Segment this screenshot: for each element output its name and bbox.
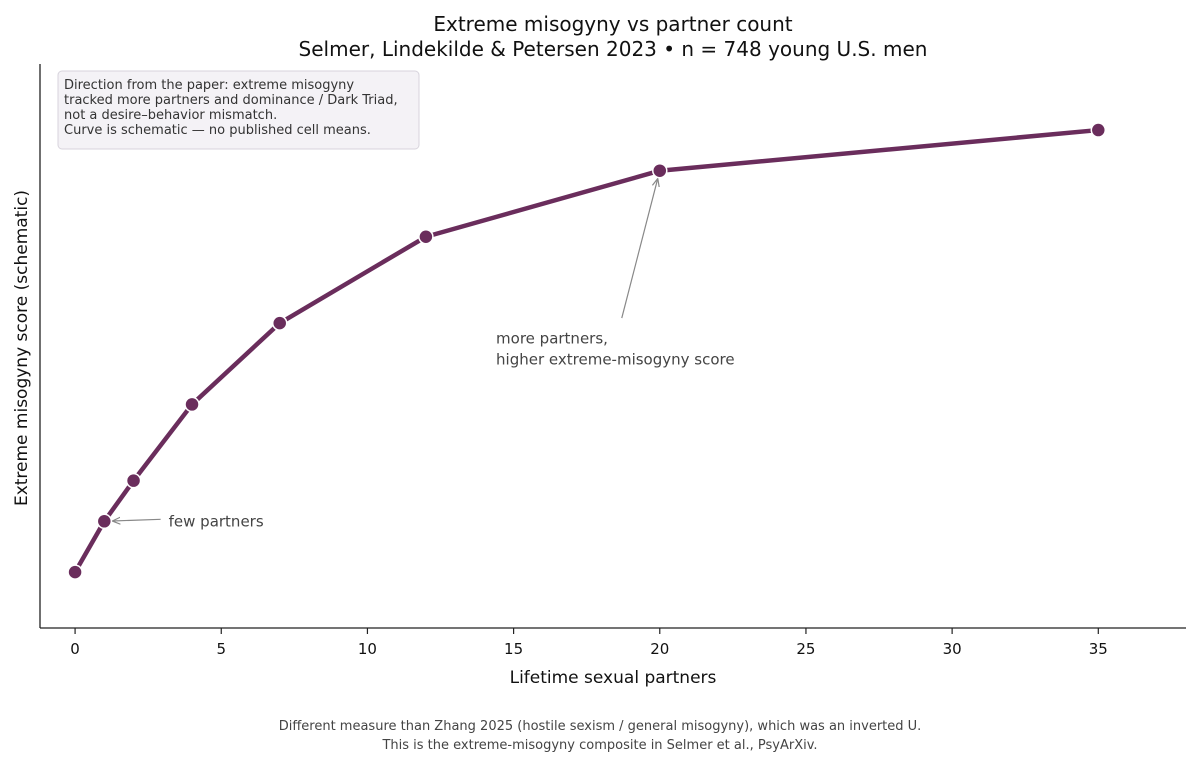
annotation-arrow — [112, 519, 161, 521]
x-tick-label: 15 — [504, 640, 523, 658]
footer-line-1: Different measure than Zhang 2025 (hosti… — [279, 719, 922, 734]
data-point — [67, 564, 83, 580]
y-axis-label: Extreme misogyny score (schematic) — [12, 190, 32, 506]
data-point — [418, 229, 434, 245]
chart-title: Extreme misogyny vs partner count — [433, 12, 792, 36]
x-tick-label: 0 — [70, 640, 80, 658]
footer-line-2: This is the extreme-misogyny composite i… — [381, 738, 817, 753]
annotation-text: higher extreme-misogyny score — [496, 350, 735, 368]
data-point — [1090, 122, 1107, 138]
note-line: Curve is schematic — no published cell m… — [64, 123, 371, 138]
note-line: tracked more partners and dominance / Da… — [64, 93, 398, 108]
note-box — [57, 70, 420, 150]
x-tick-label: 5 — [216, 640, 226, 658]
x-tick-label: 10 — [358, 640, 377, 658]
data-point — [96, 513, 113, 530]
data-point — [184, 396, 200, 413]
chart-subtitle: Selmer, Lindekilde & Petersen 2023 • n =… — [299, 37, 928, 61]
series-line — [72, 127, 1101, 575]
x-tick-label: 25 — [796, 640, 815, 658]
annotation-text: more partners, — [496, 329, 608, 347]
note-line: Direction from the paper: extreme misogy… — [64, 78, 354, 93]
annotation-text: few partners — [169, 512, 264, 530]
x-tick-label: 20 — [650, 640, 669, 658]
data-point — [652, 162, 668, 179]
x-tick-label: 35 — [1089, 640, 1108, 658]
data-point — [125, 472, 142, 489]
data-point — [271, 315, 288, 331]
note-line: not a desire–behavior mismatch. — [64, 108, 277, 123]
plot-area: 0 5 10 15 20 25 30 35 Direction from the paper: … — [39, 64, 1186, 658]
annotation-arrow — [621, 178, 658, 319]
x-axis-label: Lifetime sexual partners — [510, 668, 717, 688]
x-tick-label: 30 — [943, 640, 962, 658]
